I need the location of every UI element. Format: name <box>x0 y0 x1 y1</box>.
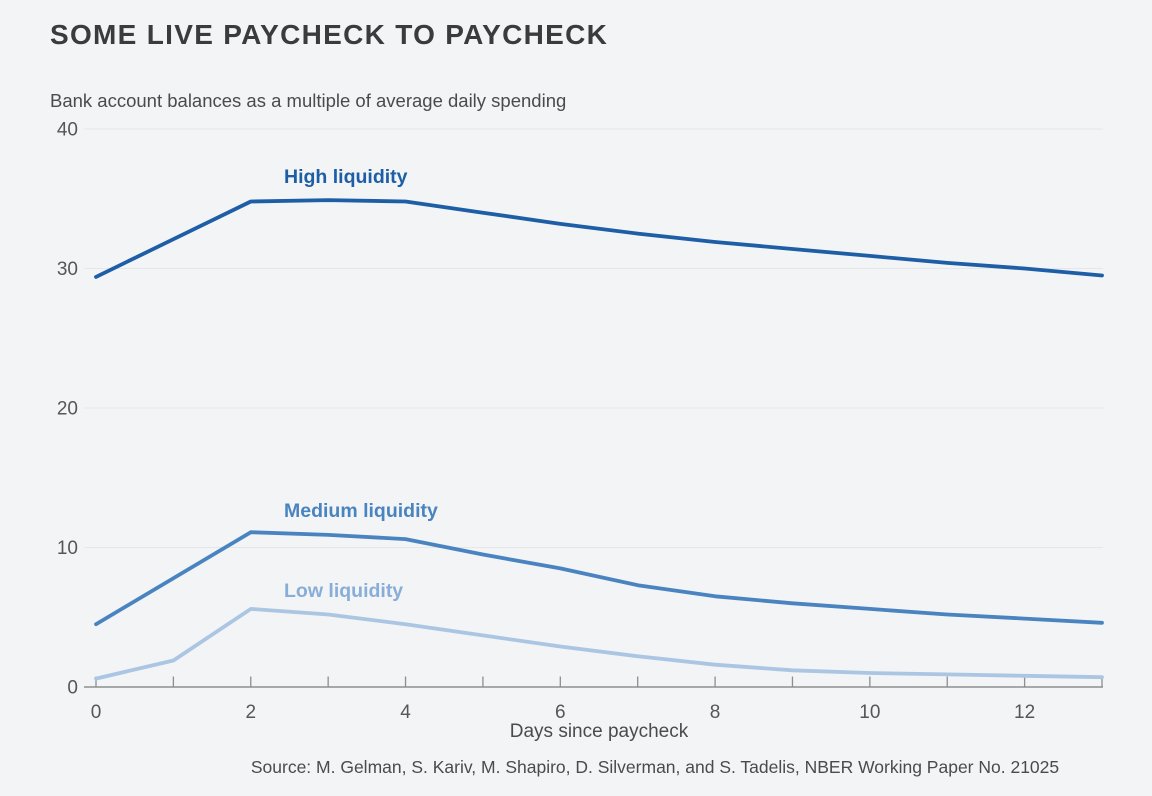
x-tick-label: 0 <box>91 702 102 723</box>
x-tick-label: 12 <box>1014 702 1035 723</box>
high-liquidity-line <box>94 198 1104 279</box>
x-axis-title: Days since paycheck <box>509 721 689 742</box>
x-tick-label: 8 <box>710 702 721 723</box>
y-tick-label: 40 <box>57 120 78 141</box>
series-label-low-liquidity: Low liquidity <box>284 580 404 602</box>
chart-title: SOME LIVE PAYCHECK TO PAYCHECK <box>50 19 609 50</box>
y-tick-label: 10 <box>57 538 78 559</box>
x-tick-label: 2 <box>245 702 256 723</box>
chart-subtitle: Bank account balances as a multiple of a… <box>50 90 567 111</box>
x-tick-label: 6 <box>555 702 566 723</box>
source-note: Source: M. Gelman, S. Kariv, M. Shapiro,… <box>250 757 1060 777</box>
x-tick-label: 4 <box>400 702 411 723</box>
x-tick-label: 10 <box>859 702 880 723</box>
y-tick-label: 0 <box>67 678 78 699</box>
low-liquidity-line <box>94 607 1104 681</box>
y-tick-label: 30 <box>57 259 78 280</box>
series-label-medium-liquidity: Medium liquidity <box>284 500 438 522</box>
series-label-high-liquidity: High liquidity <box>284 166 408 188</box>
medium-liquidity-line <box>94 530 1104 627</box>
y-tick-label: 20 <box>57 399 78 420</box>
